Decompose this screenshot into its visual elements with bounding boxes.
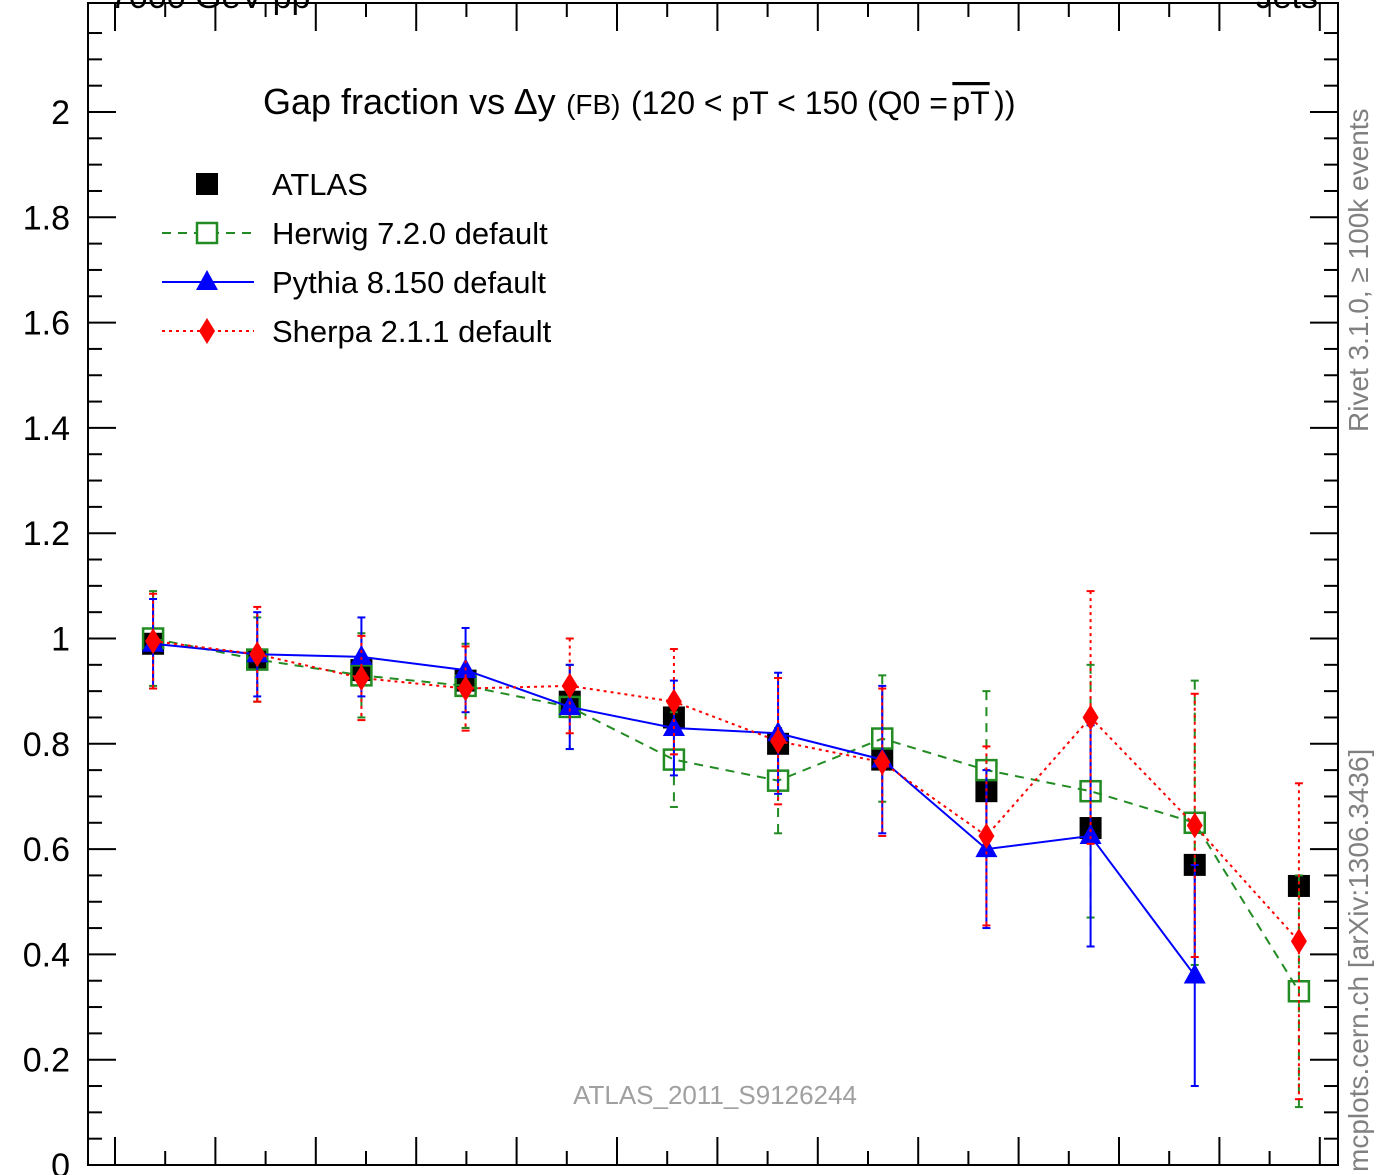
series-sherpa [145,590,1307,1101]
series-line [152,637,1300,992]
data-point [770,728,787,755]
y-tick-label: 2 [51,94,70,132]
chart-title: Gap fraction vs Δy (FB) (120 < pT < 150 … [263,81,1015,122]
title-pt-bar: pT [952,85,989,121]
title-delta-y: Δy [514,81,556,122]
data-point [561,672,578,699]
data-point [249,641,266,668]
legend-entry: Pythia 8.150 default [162,265,546,300]
series-atlas [142,632,1310,897]
title-fb: (FB) [566,89,620,120]
legend-marker [199,318,215,344]
mcplots-reference-label: mcplots.cern.ch [arXiv:1306.3436] [1343,748,1374,1172]
legend-entry: Sherpa 2.1.1 default [162,314,552,349]
title-range: (120 < pT < 150 (Q0 = [631,85,948,121]
y-tick-labels: 0 0.2 0.4 0.6 0.8 1 1.2 1.4 1.6 1.8 2 [23,94,70,1175]
data-point [662,716,685,737]
series-herwig [141,590,1311,1109]
y-tick-label: 1 [51,621,70,659]
y-tick-label: 0.4 [23,936,70,974]
y-tick-label: 1.8 [23,199,70,237]
title-close: )) [994,85,1015,121]
y-tick-label: 0.8 [23,726,70,764]
legend-marker [196,173,218,195]
y-tick-label: 0.2 [23,1042,70,1080]
y-tick-label: 1.2 [23,515,70,553]
y-tick-label: 1.6 [23,305,70,343]
series-line [152,640,1300,942]
analysis-watermark: ATLAS_2011_S9126244 [573,1080,857,1110]
legend-label: Pythia 8.150 default [272,265,546,300]
legend-label: ATLAS [272,167,368,202]
data-point [1082,704,1099,731]
legend-entry: ATLAS [196,167,368,202]
data-point [558,694,581,715]
legend-entry: Herwig 7.2.0 default [162,216,548,251]
data-point [457,675,474,702]
data-point [665,688,682,715]
legend-marker [195,221,219,245]
data-point [1079,823,1102,844]
y-tick-label: 0.6 [23,831,70,869]
plot-frame [87,2,1339,1166]
data-point [1183,963,1206,984]
y-tick-label: 0 [51,1147,70,1175]
legend: ATLAS Herwig 7.2.0 default Pythia 8.150 de… [162,167,552,349]
legend-label: Herwig 7.2.0 default [272,216,548,251]
data-point [1186,812,1203,839]
series-layer [141,590,1311,1109]
data-point [978,822,995,849]
axes-group [87,2,1339,1166]
data-point [1290,928,1307,955]
legend-label: Sherpa 2.1.1 default [272,314,552,349]
rivet-version-label: Rivet 3.1.0, ≥ 100k events [1343,108,1374,432]
title-main: Gap fraction vs [263,81,505,122]
data-point [350,644,373,665]
data-point [145,628,162,655]
data-point [874,749,891,776]
data-point [353,664,370,691]
legend-marker [196,270,218,290]
y-tick-label: 1.4 [23,410,70,448]
data-point [1287,874,1310,897]
